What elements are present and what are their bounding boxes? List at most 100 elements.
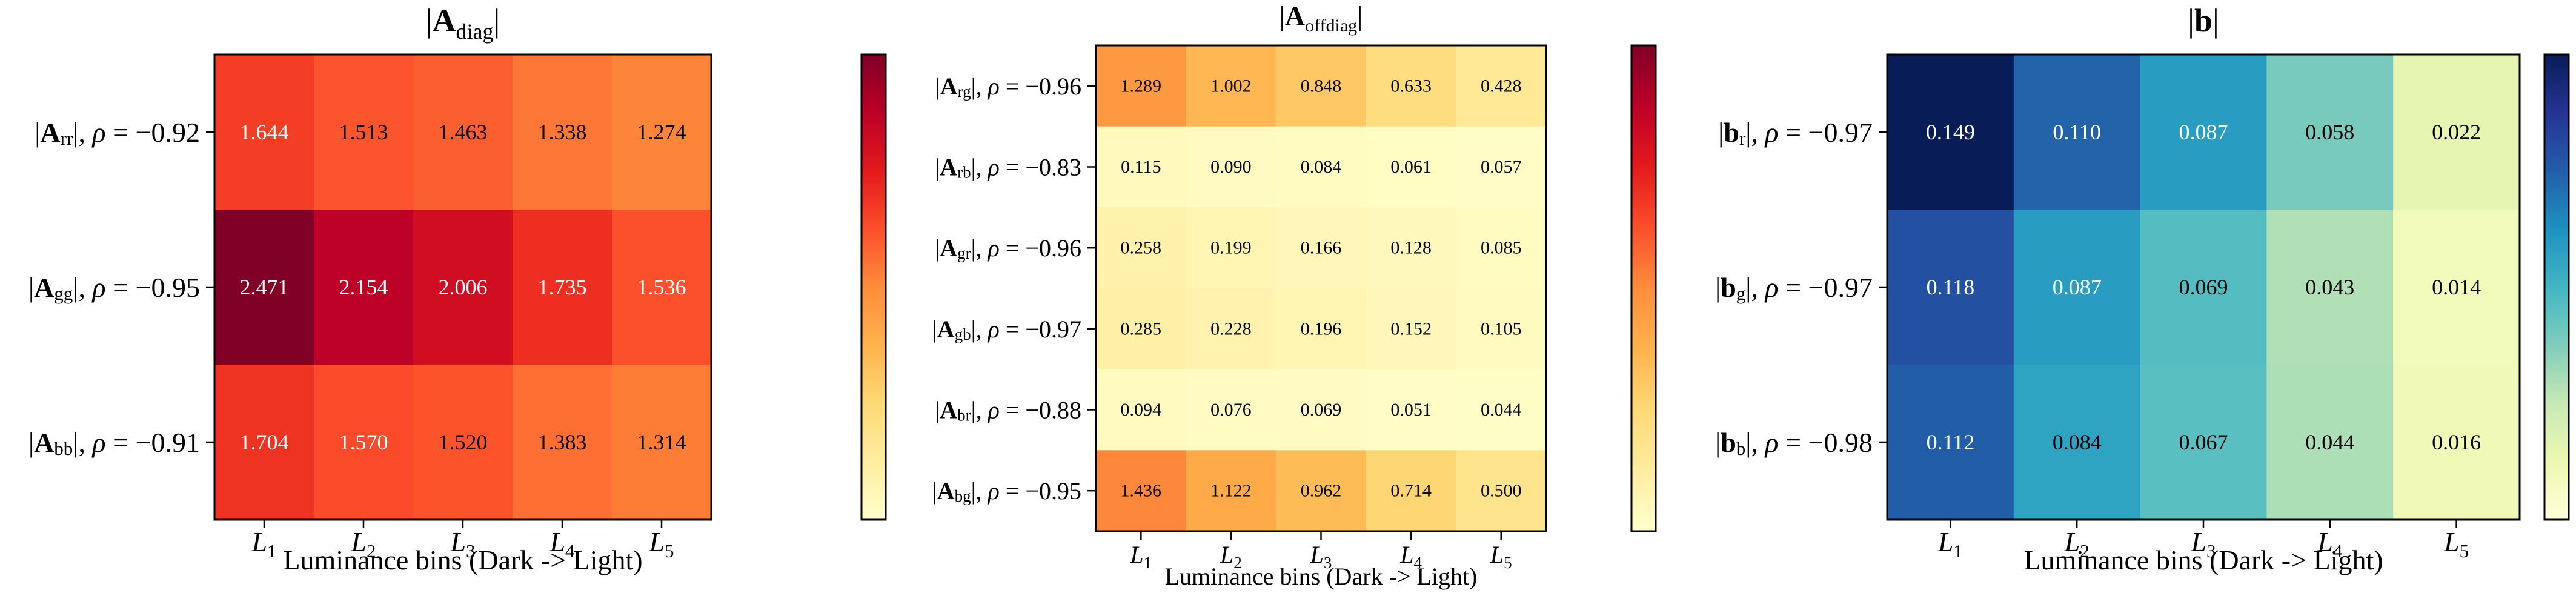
cell-value-label: 1.570: [339, 430, 388, 454]
heatmap-cell: [2393, 55, 2520, 210]
cell-value-label: 2.471: [240, 275, 289, 299]
x-tick-label: L1: [1129, 541, 1152, 572]
cell-value-label: 0.633: [1390, 76, 1432, 96]
row-label: |Abb|, ρ = −0.91: [28, 427, 200, 459]
cell-value-label: 1.704: [240, 430, 289, 454]
heatmap-cell: [1096, 45, 1187, 127]
heatmap-cell: [1366, 369, 1456, 451]
cell-value-label: 0.057: [1481, 157, 1522, 177]
heatmap-cell: [1276, 207, 1367, 289]
cell-value-label: 0.044: [1481, 400, 1522, 420]
cell-value-label: 1.644: [240, 120, 289, 144]
x-tick-label: L1: [1937, 526, 1963, 562]
cell-value-label: 0.118: [1927, 275, 1975, 299]
cell-value-label: 0.085: [1481, 238, 1522, 258]
heatmap-cell: [1186, 288, 1276, 370]
colorbar: [1630, 44, 1657, 532]
chart-title: |b|: [2188, 2, 2219, 39]
cell-value-label: 0.500: [1481, 481, 1522, 501]
heatmap-cell: [1456, 288, 1547, 370]
cell-value-label: 1.122: [1210, 481, 1252, 501]
cell-value-label: 0.090: [1210, 157, 1252, 177]
row-label: |br|, ρ = −0.97: [1718, 117, 1873, 149]
colorbar: [860, 53, 887, 521]
x-tick-label: L3: [450, 526, 475, 562]
heatmap-cell: [314, 365, 414, 520]
heatmap-cell: [1186, 450, 1276, 532]
heatmap-cell: [2393, 210, 2520, 365]
heatmap-cell: [1366, 45, 1456, 127]
cell-value-label: 1.002: [1210, 76, 1252, 96]
cell-value-label: 0.110: [2053, 120, 2101, 144]
cell-value-label: 0.428: [1481, 76, 1522, 96]
cell-value-label: 2.006: [439, 275, 488, 299]
heatmap-cell: [2013, 210, 2141, 365]
x-tick-label: L2: [1220, 541, 1242, 572]
x-tick-label: L2: [2064, 526, 2090, 562]
heatmap-cell: [1456, 126, 1547, 208]
x-tick-label: L4: [2317, 526, 2343, 562]
cell-value-label: 0.149: [1926, 120, 1975, 144]
cell-value-label: 0.061: [1390, 157, 1432, 177]
heatmap-cell: [1096, 126, 1187, 208]
cell-value-label: 1.513: [339, 120, 388, 144]
heatmap-cell: [1276, 450, 1367, 532]
row-label: |Agg|, ρ = −0.95: [28, 272, 200, 304]
cell-value-label: 1.463: [439, 120, 488, 144]
row-label: |Arb|, ρ = −0.83: [935, 153, 1081, 182]
heatmap-cell: [214, 55, 314, 210]
cell-value-label: 0.051: [1390, 400, 1432, 420]
heatmap-cell: [1456, 45, 1547, 127]
cell-value-label: 0.044: [2305, 430, 2354, 454]
heatmap-cell: [214, 365, 314, 520]
heatmap-cell: [1456, 207, 1547, 289]
heatmap-cell: [314, 55, 414, 210]
cell-value-label: 0.199: [1210, 238, 1252, 258]
row-label: |Agr|, ρ = −0.96: [935, 234, 1081, 263]
colorbar: [2543, 53, 2570, 521]
cell-value-label: 1.289: [1121, 76, 1162, 96]
heatmap-cell: [1366, 450, 1456, 532]
x-tick-label: L3: [2190, 526, 2216, 562]
cell-value-label: 0.058: [2305, 120, 2354, 144]
row-label: |Agb|, ρ = −0.97: [932, 315, 1081, 343]
cell-value-label: 1.735: [538, 275, 587, 299]
x-axis-label: Luminance bins (Dark -> Light): [1165, 563, 1478, 590]
row-label: |Abr|, ρ = −0.88: [935, 396, 1081, 425]
x-tick-label: L5: [648, 526, 674, 562]
heatmap-cell: [1186, 369, 1276, 451]
heatmap-cell: [612, 365, 712, 520]
x-tick-label: L3: [1310, 541, 1332, 572]
x-tick-label: L1: [251, 526, 276, 562]
heatmap-cell: [2013, 365, 2141, 520]
heatmap-cell: [1276, 288, 1367, 370]
cell-value-label: 0.112: [1927, 430, 1975, 454]
heatmap-panel-3: 0.149 0.110 0.087 0.058 0.022 0.118 0.087 0.069…: [1715, 2, 2570, 575]
cell-value-label: 0.166: [1301, 238, 1342, 258]
heatmap-cell: [2393, 365, 2520, 520]
cell-value-label: 0.105: [1481, 319, 1522, 339]
row-label: |Abg|, ρ = −0.95: [932, 477, 1081, 506]
heatmap-cell: [2140, 365, 2267, 520]
cell-value-label: 1.383: [538, 430, 587, 454]
x-axis-label: Luminance bins (Dark -> Light): [283, 545, 642, 575]
heatmap-cell: [1186, 207, 1276, 289]
heatmap-panel-1: 1.644 1.513 1.463 1.338 1.274 2.471 2.154 2.006…: [28, 2, 887, 575]
heatmap-cell: [1096, 450, 1187, 532]
heatmap-cell: [2266, 55, 2394, 210]
heatmap-cell: [413, 210, 513, 365]
heatmap-cell: [612, 210, 712, 365]
row-label: |Arr|, ρ = −0.92: [35, 117, 200, 149]
cell-value-label: 1.536: [637, 275, 686, 299]
heatmap-cell: [1456, 450, 1547, 532]
cell-value-label: 0.196: [1301, 319, 1342, 339]
chart-title: |Aoffdiag|: [1280, 1, 1363, 36]
x-tick-label: L4: [549, 526, 575, 562]
x-axis-label: Luminance bins (Dark -> Light): [2023, 545, 2383, 575]
heatmap-cell: [1887, 55, 2014, 210]
chart-title: |Adiag|: [426, 2, 500, 44]
heatmap-cell: [1276, 369, 1367, 451]
heatmap-cell: [1186, 126, 1276, 208]
cell-value-label: 0.016: [2432, 430, 2481, 454]
cell-value-label: 0.848: [1301, 76, 1342, 96]
